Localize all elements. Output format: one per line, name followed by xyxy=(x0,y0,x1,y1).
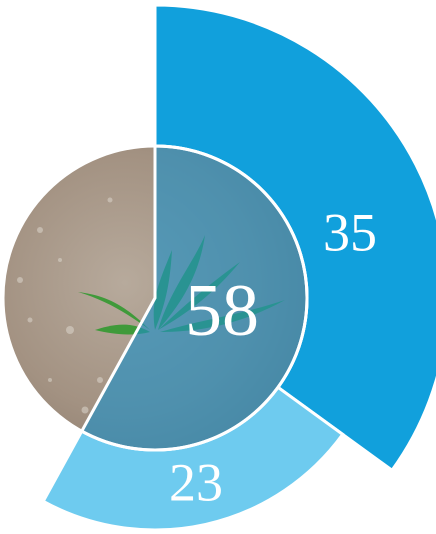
disc-outline xyxy=(1,144,309,452)
segment-label: 23 xyxy=(169,452,223,512)
center-label: 58 xyxy=(185,270,259,352)
segment-label: 35 xyxy=(323,202,377,262)
